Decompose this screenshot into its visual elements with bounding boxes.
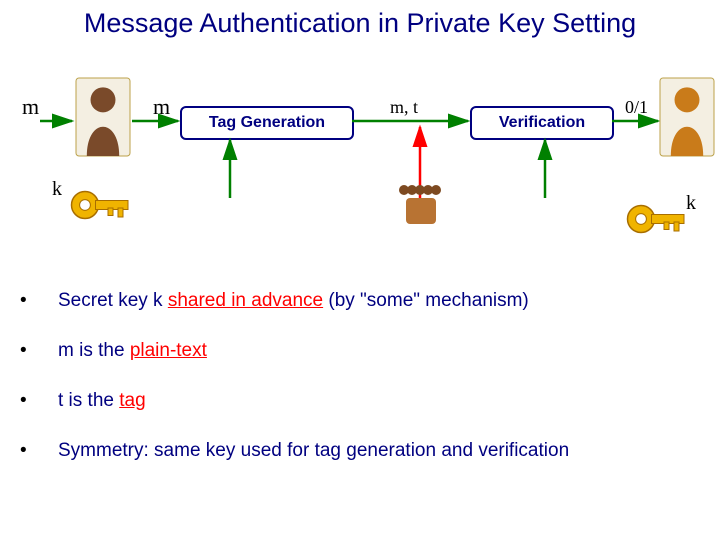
- underline-text: plain-text: [130, 340, 207, 361]
- label-m-mid: m: [153, 94, 170, 120]
- bullet-item: • Symmetry: same key used for tag genera…: [20, 440, 700, 462]
- box-verification: Verification: [470, 106, 614, 140]
- bullet-list: • Secret key k shared in advance (by "so…: [20, 290, 700, 490]
- underline-text: tag: [119, 390, 145, 411]
- slide-title: Message Authentication in Private Key Se…: [0, 8, 720, 39]
- bullet-item: • m is the plain-text: [20, 340, 700, 362]
- bullet-dot-icon: •: [20, 290, 58, 312]
- bullet-text: Symmetry: same key used for tag generati…: [58, 440, 569, 462]
- bullet-dot-icon: •: [20, 440, 58, 462]
- label-output: 0/1: [625, 97, 648, 118]
- label-k-left: k: [52, 178, 62, 201]
- bullet-text: m is the plain-text: [58, 340, 207, 362]
- underline-text: shared in advance: [168, 290, 323, 311]
- bullet-dot-icon: •: [20, 340, 58, 362]
- label-m-left: m: [22, 94, 39, 120]
- bullet-text: t is the tag: [58, 390, 146, 412]
- bullet-text: Secret key k shared in advance (by "some…: [58, 290, 529, 312]
- label-k-right: k: [686, 192, 696, 215]
- label-mt: m, t: [390, 97, 418, 118]
- flow-diagram: [0, 0, 720, 290]
- bullet-item: • Secret key k shared in advance (by "so…: [20, 290, 700, 312]
- box-tag-generation: Tag Generation: [180, 106, 354, 140]
- bullet-dot-icon: •: [20, 390, 58, 412]
- bullet-item: • t is the tag: [20, 390, 700, 412]
